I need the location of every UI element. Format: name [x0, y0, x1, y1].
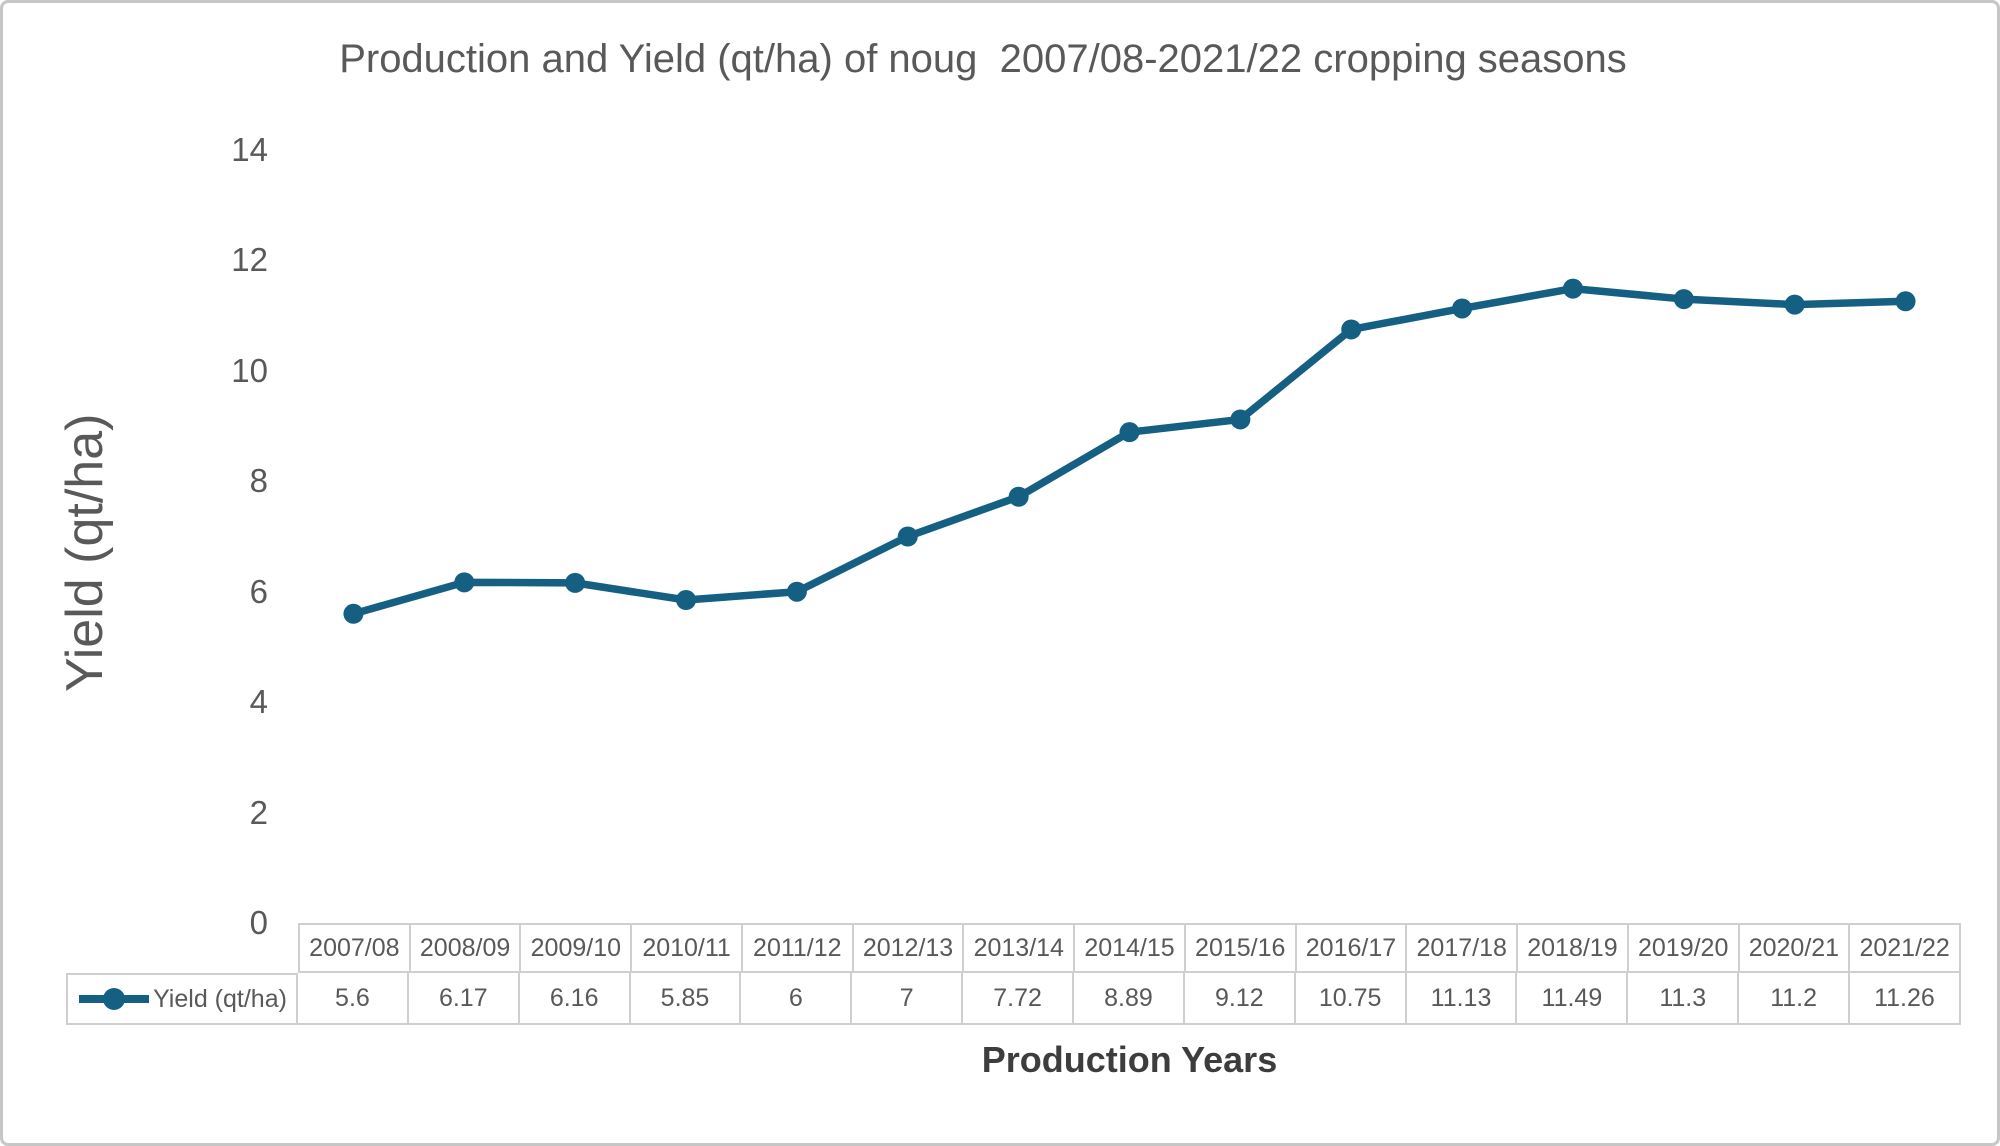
- data-point-marker: [897, 526, 918, 547]
- y-tick-label: 14: [231, 131, 268, 168]
- data-point-marker: [786, 581, 807, 602]
- legend-label: Yield (qt/ha): [153, 984, 287, 1013]
- y-tick-label: 6: [249, 572, 268, 610]
- yield-value-cell: 6: [741, 973, 853, 1025]
- yield-value-cell: 6.16: [519, 973, 631, 1025]
- data-point-marker: [1784, 294, 1805, 315]
- year-header-cell: 2007/08: [300, 925, 411, 973]
- plot-area: [343, 278, 1916, 624]
- year-header-cell: 2013/14: [964, 925, 1076, 973]
- legend-key: Yield (qt/ha): [68, 973, 298, 1025]
- year-header-cell: 2020/21: [1739, 925, 1851, 973]
- yield-value-cell: 10.75: [1295, 973, 1407, 1025]
- data-point-marker: [1673, 289, 1694, 310]
- year-header-cell: 2017/18: [1407, 925, 1519, 973]
- y-tick-label: 10: [231, 351, 268, 389]
- year-header-cell: 2012/13: [853, 925, 965, 973]
- data-point-marker: [676, 589, 697, 610]
- year-header-cell: 2008/09: [410, 925, 522, 973]
- year-header-cell: 2019/20: [1628, 925, 1740, 973]
- yield-value-cell: 11.2: [1739, 973, 1851, 1025]
- yield-value-cell: 6.17: [408, 973, 520, 1025]
- yield-value-cell: 11.3: [1628, 973, 1740, 1025]
- yield-value-cell: 11.13: [1406, 973, 1518, 1025]
- x-axis-title: Production Years: [981, 1039, 1278, 1080]
- data-point-marker: [1562, 278, 1583, 299]
- yield-value-cell: 8.89: [1074, 973, 1185, 1025]
- yield-value-cell: 7: [852, 973, 964, 1025]
- yield-value-cell: 11.49: [1517, 973, 1629, 1025]
- y-tick-label: 4: [249, 683, 268, 721]
- year-header-cell: 2015/16: [1185, 925, 1297, 973]
- y-tick-label: 0: [249, 904, 268, 941]
- yield-value-cell: 7.72: [963, 973, 1075, 1025]
- y-tick-label: 8: [249, 462, 268, 500]
- yield-value-cell: 9.12: [1184, 973, 1296, 1025]
- chart-title: Production and Yield (qt/ha) of noug 200…: [339, 37, 1627, 81]
- data-point-marker: [1119, 422, 1140, 443]
- data-point-marker: [1452, 298, 1473, 319]
- yield-value-cell: 5.6: [298, 973, 409, 1025]
- year-header-cell: 2018/19: [1518, 925, 1629, 973]
- year-header-cell: 2021/22: [1850, 925, 1962, 973]
- year-header-cell: 2010/11: [632, 925, 743, 973]
- year-header-cell: 2014/15: [1075, 925, 1186, 973]
- year-header-cell: 2016/17: [1296, 925, 1408, 973]
- data-table-values-row: Yield (qt/ha) 5.6 6.17 6.16 5.85 6 7 7.72 8.89 9…: [66, 973, 1961, 1025]
- year-header-cell: 2009/10: [521, 925, 633, 973]
- y-tick-label: 2: [249, 793, 268, 831]
- yield-value-cell: 5.85: [630, 973, 742, 1025]
- data-point-marker: [1341, 319, 1362, 340]
- series-marker-icon: [79, 988, 150, 1010]
- y-axis-title: Yield (qt/ha): [56, 413, 114, 693]
- y-tick-label: 12: [231, 241, 268, 279]
- data-point-marker: [565, 572, 586, 593]
- yield-value-cell: 11.26: [1850, 973, 1961, 1025]
- data-table-header-row: 2007/08 2008/09 2009/10 2010/11 2011/12 2012/…: [298, 923, 1962, 973]
- data-point-marker: [343, 603, 364, 624]
- data-point-marker: [1008, 486, 1029, 507]
- year-header-cell: 2011/12: [742, 925, 854, 973]
- data-point-marker: [1895, 291, 1916, 312]
- yield-line: [349, 284, 1910, 618]
- data-point-marker: [1230, 409, 1251, 430]
- data-point-marker: [454, 572, 475, 593]
